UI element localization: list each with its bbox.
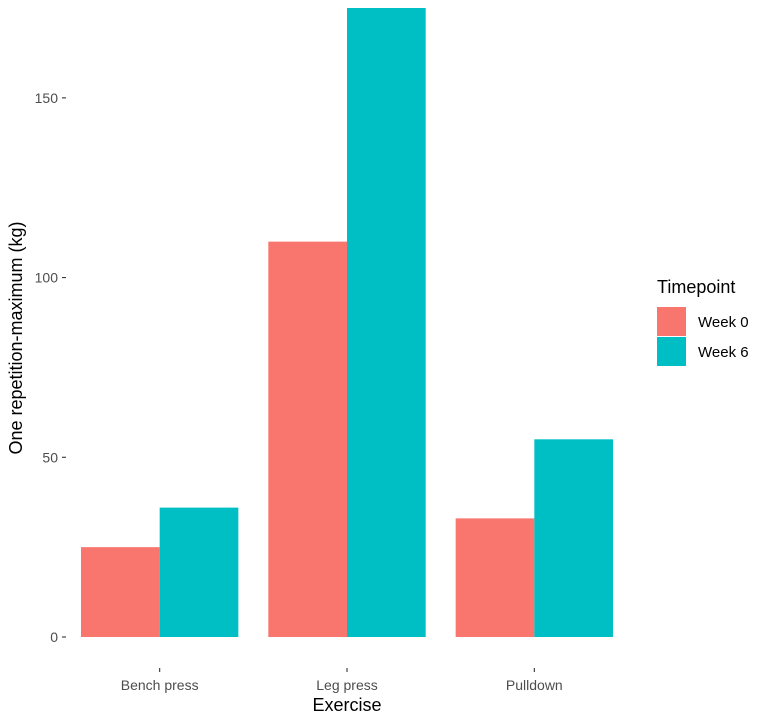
legend: Timepoint Week 0 Week 6 (657, 277, 749, 366)
y-tick-label: 0 (50, 629, 58, 645)
x-axis-title: Exercise (312, 695, 381, 715)
bar-bench-press-week-6 (159, 507, 239, 637)
y-axis-title: One repetition-maximum (kg) (6, 221, 26, 454)
legend-swatch-week-0 (657, 307, 686, 336)
bar-leg-press-week-6 (347, 8, 426, 637)
bars-layer (80, 8, 614, 637)
bar-pulldown-week-6 (534, 439, 614, 637)
legend-label-week-6: Week 6 (698, 344, 749, 361)
legend-title: Timepoint (657, 277, 735, 297)
x-tick-label-bench-press: Bench press (121, 677, 199, 693)
y-tick-label: 100 (35, 270, 59, 286)
y-tick-label: 150 (35, 90, 59, 106)
x-tick-label-pulldown: Pulldown (506, 677, 563, 693)
bar-bench-press-week-0 (80, 547, 160, 637)
y-tick-label: 50 (42, 449, 58, 465)
legend-swatch-week-6 (657, 337, 686, 366)
legend-label-week-0: Week 0 (698, 314, 749, 331)
y-axis: 0 50 100 150 (35, 90, 66, 645)
x-axis: Bench press Leg press Pulldown (121, 668, 563, 693)
bar-pulldown-week-0 (455, 518, 535, 637)
bar-leg-press-week-0 (268, 241, 347, 637)
x-tick-label-leg-press: Leg press (316, 677, 377, 693)
